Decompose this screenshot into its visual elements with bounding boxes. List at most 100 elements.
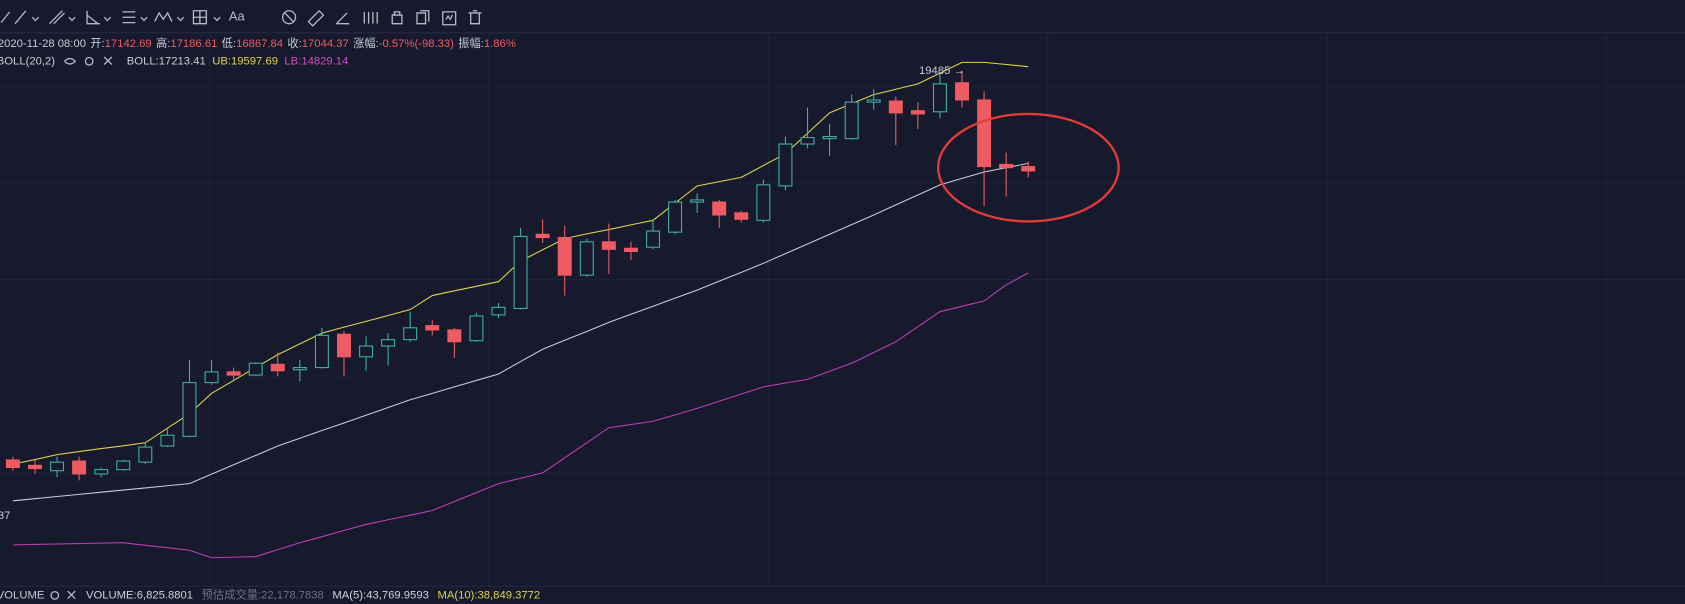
candle-body [1021, 166, 1036, 172]
volume-label: VOLUME: [86, 589, 137, 601]
price-annotation: 19485 → [919, 65, 965, 77]
candle-body [690, 199, 705, 203]
volume-label: 预估成交量: [202, 587, 261, 601]
candle-body [778, 143, 793, 187]
candle-body [5, 459, 20, 469]
channel-tool[interactable] [48, 10, 76, 25]
brush-tool[interactable] [335, 12, 350, 25]
volume-label: MA(10): [437, 589, 477, 601]
measure-tool[interactable] [192, 10, 221, 25]
candle-body [579, 241, 594, 276]
candle-body [50, 461, 65, 472]
candle-body [403, 327, 418, 341]
delete-tool[interactable] [468, 10, 482, 25]
toggle-visibility[interactable] [64, 57, 77, 65]
bollinger-line [12, 162, 1029, 502]
candle-body [270, 363, 285, 372]
trend-tool[interactable] [14, 10, 40, 25]
candle-body [646, 230, 660, 248]
candle-body [756, 184, 771, 221]
info-label: 涨幅: [353, 37, 379, 50]
ruler-tool[interactable] [307, 9, 325, 27]
candle-body [226, 371, 241, 376]
fib-tool[interactable] [122, 11, 148, 24]
candle-body [27, 464, 42, 470]
info-value: 1.86% [484, 38, 516, 50]
candle-body [182, 382, 197, 437]
candle-body [977, 99, 992, 168]
volume-label: MA(5): [332, 589, 366, 601]
volume-remove [67, 590, 76, 600]
candle-body [72, 460, 87, 475]
candle-body [955, 82, 970, 101]
candle-body [204, 371, 219, 384]
candle-body [668, 201, 683, 233]
candle-body [292, 367, 307, 371]
info-value: 16867.84 [236, 38, 283, 50]
candle-body [623, 247, 638, 253]
candle-body [359, 345, 374, 358]
info-value: 17186.61 [170, 38, 217, 50]
candle-body [712, 201, 727, 216]
candle-body [469, 315, 484, 342]
info-label: 收: [287, 36, 301, 50]
volume-value: 38,849.3772 [478, 589, 541, 601]
volume-name: VOLUME [0, 589, 45, 601]
candle-body [425, 325, 440, 331]
info-value: 17044.37 [302, 38, 349, 50]
candle-body [491, 306, 506, 316]
candle-body [910, 110, 925, 115]
candle-body [248, 362, 263, 376]
candle-body [822, 135, 837, 140]
highlight-circle [936, 112, 1120, 223]
candle-body [116, 460, 131, 471]
indicator-bar: BOLL(20,2) BOLL:17213.41 UB:19597.69 LB:148… [0, 55, 348, 67]
lock-tool[interactable] [391, 11, 403, 25]
indicator-label: LB: [284, 55, 301, 67]
indicator-label: BOLL: [127, 55, 159, 67]
candle-body [447, 329, 462, 343]
plot-area: 19485 → 37 [0, 61, 1036, 559]
info-bar: 2020-11-28 08:00 开:17142.69 高:17186.61 低:16… [0, 36, 516, 50]
candle-body [557, 236, 572, 276]
line-tool[interactable] [0, 11, 11, 24]
info-label: 开: [90, 38, 104, 50]
candle-body [800, 137, 815, 145]
candle-body [866, 99, 881, 103]
price-annotation: 37 [0, 510, 10, 522]
candle-body [513, 235, 528, 309]
candle-body [337, 333, 351, 358]
indicator-name: BOLL(20,2) [0, 55, 55, 67]
remove[interactable] [103, 56, 113, 65]
pattern-tool[interactable] [154, 11, 185, 22]
angle-tool[interactable] [86, 10, 112, 25]
datetime: 2020-11-28 08:00 [0, 38, 86, 50]
indicator-value: 19597.69 [231, 55, 278, 67]
candle-body [734, 212, 749, 220]
volume-value: 22,178.7838 [261, 589, 324, 601]
toolbar: Aa [0, 9, 482, 27]
indicator-label: UB: [212, 55, 231, 67]
bollinger-line [12, 272, 1029, 559]
candle-body [94, 469, 109, 475]
candle-body [601, 241, 616, 250]
info-value: 17142.69 [105, 38, 152, 50]
indicator-icons [64, 56, 113, 66]
info-value: -0.57%(-98.33) [379, 38, 454, 50]
candle-body [160, 434, 175, 447]
text-tool[interactable]: Aa [229, 9, 246, 24]
copy-tool[interactable] [416, 10, 430, 25]
template-tool[interactable] [442, 11, 457, 26]
background-grid [0, 33, 1685, 586]
candle-body [314, 334, 329, 369]
visibility-tool[interactable] [363, 11, 378, 24]
settings[interactable] [84, 56, 94, 66]
candle-body [999, 163, 1014, 169]
icon-tool[interactable] [281, 10, 297, 25]
candle-body [844, 101, 859, 140]
candle-body [888, 100, 903, 114]
